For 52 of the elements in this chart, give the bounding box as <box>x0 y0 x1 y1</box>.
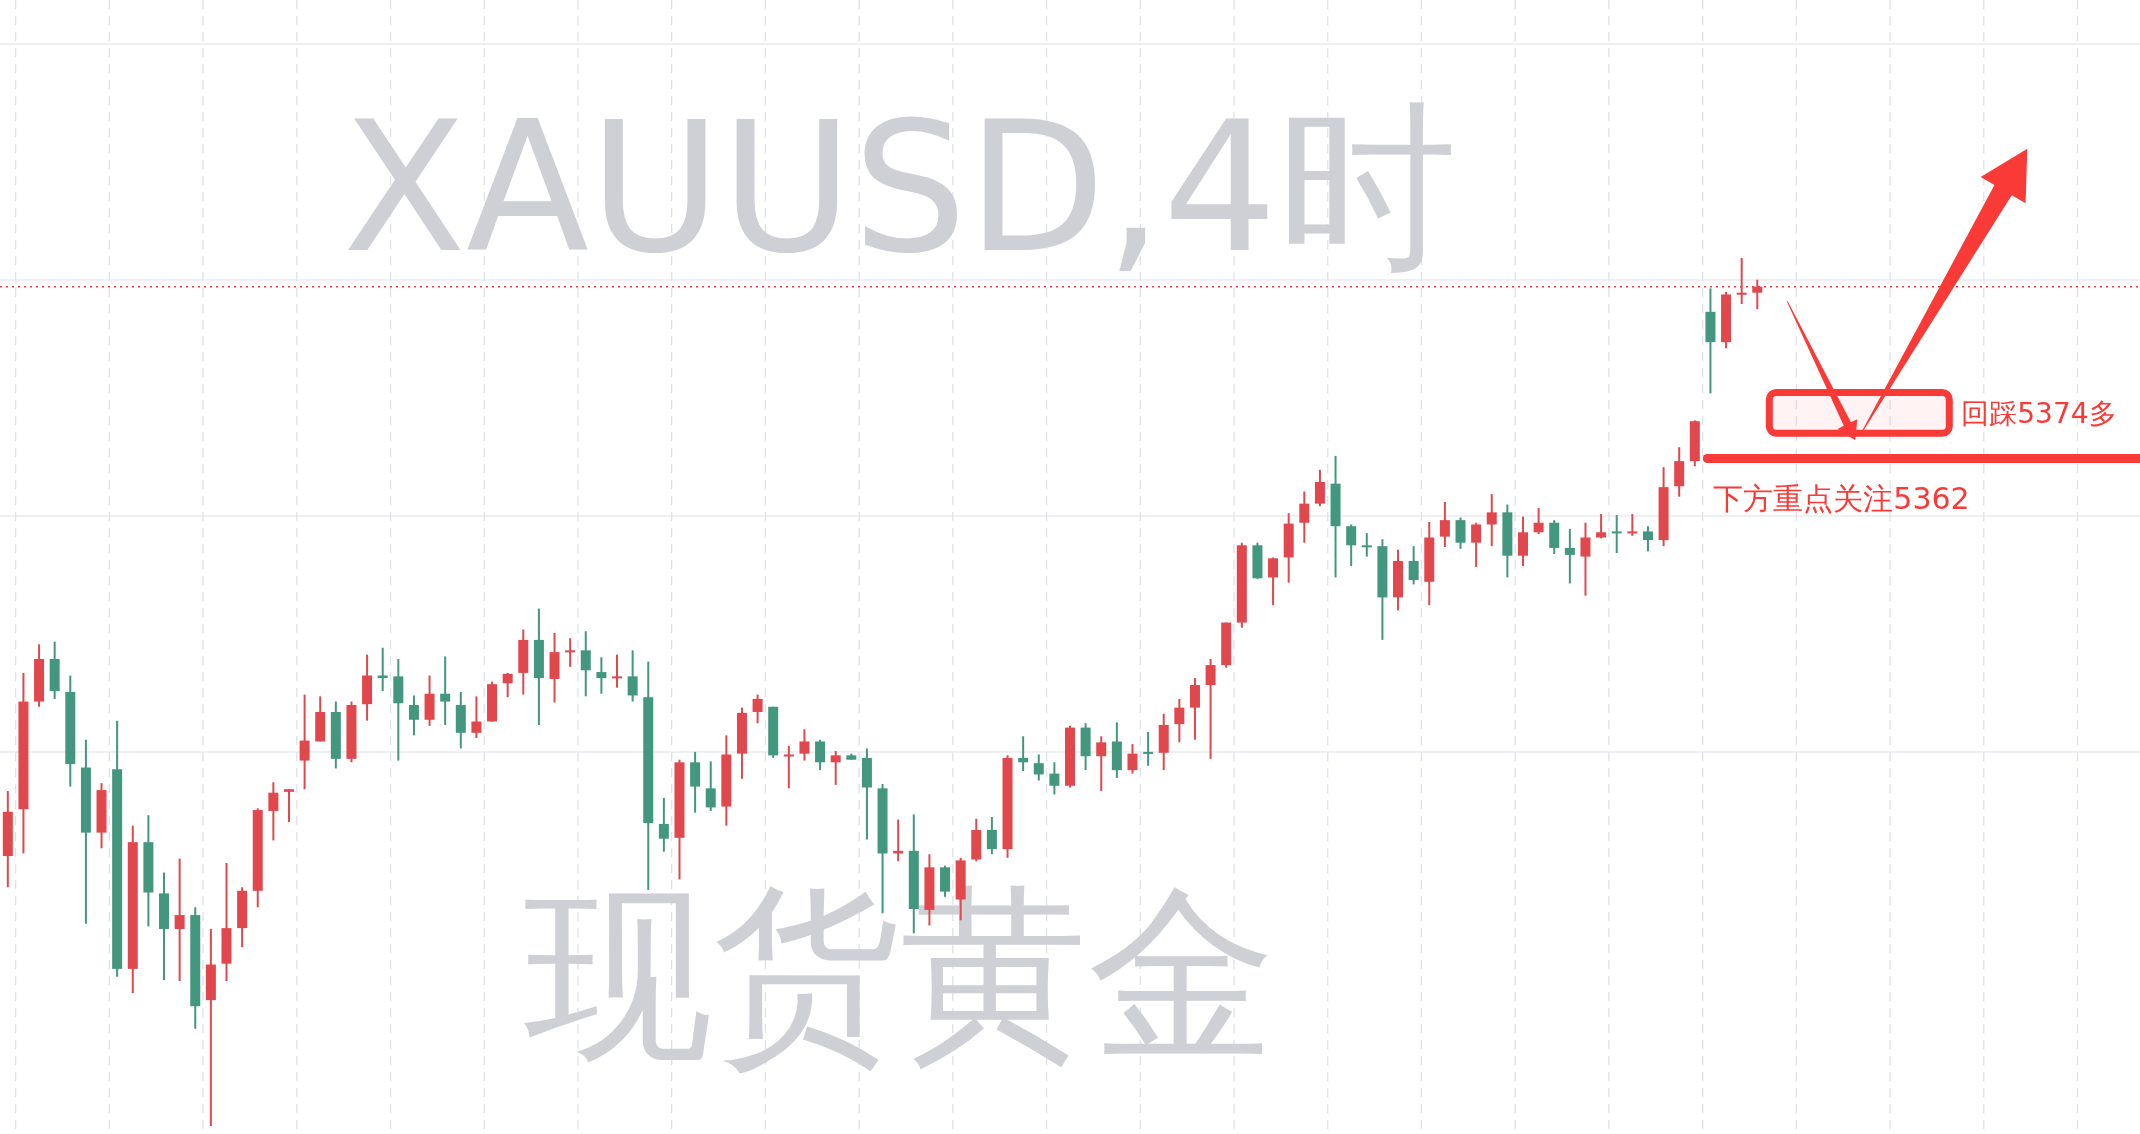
candlestick <box>1517 515 1528 568</box>
ref-line-label: 下方重点关注5362 <box>1713 480 1970 516</box>
candlestick <box>752 693 763 725</box>
candlestick <box>1627 513 1638 537</box>
candlestick <box>1642 525 1653 553</box>
candlestick <box>1189 677 1200 741</box>
candlestick <box>1439 500 1450 549</box>
candlestick <box>1143 730 1154 767</box>
candlestick <box>565 637 576 668</box>
candlestick <box>502 671 513 699</box>
candlestick <box>1408 545 1419 586</box>
candlestick <box>1033 753 1044 782</box>
candlestick <box>1096 735 1107 792</box>
candlestick <box>1486 493 1497 548</box>
candlestick <box>1018 735 1029 772</box>
candlestick <box>1564 527 1575 585</box>
candlestick <box>1455 516 1466 550</box>
candlestick <box>596 656 607 695</box>
candlestick <box>1205 658 1216 760</box>
candlestick <box>627 649 638 703</box>
candlestick <box>1299 490 1310 544</box>
candlestick <box>1346 523 1357 568</box>
band-label: 回踩5374多 <box>1961 396 2117 430</box>
candlestick <box>1049 761 1060 796</box>
candlestick <box>1580 521 1591 597</box>
candlestick <box>283 788 294 824</box>
candlestick <box>408 694 419 737</box>
candlestick <box>268 781 279 842</box>
candlestick <box>986 815 997 856</box>
candlestick <box>815 738 826 772</box>
candlestick <box>580 630 591 698</box>
candlestick <box>1533 506 1544 536</box>
candlestick <box>1611 513 1622 555</box>
candlestick <box>440 655 451 726</box>
candlestick <box>658 796 669 853</box>
candlestick <box>1596 513 1607 540</box>
candlestick <box>799 728 810 762</box>
candlestick <box>705 760 716 812</box>
candlestick <box>299 693 310 791</box>
candlestick <box>174 857 185 983</box>
candlestick <box>1314 468 1325 508</box>
candlestick <box>612 653 623 689</box>
candlestick <box>1471 521 1482 569</box>
candlestick <box>1361 532 1372 558</box>
candlestick <box>1127 743 1138 775</box>
candlestick <box>1752 278 1763 311</box>
candlestick <box>1736 257 1747 305</box>
candlestick <box>1174 697 1185 744</box>
candlestick <box>783 744 794 790</box>
candlestick <box>1268 556 1279 607</box>
candlestick <box>471 695 482 739</box>
candlestick <box>830 750 841 786</box>
